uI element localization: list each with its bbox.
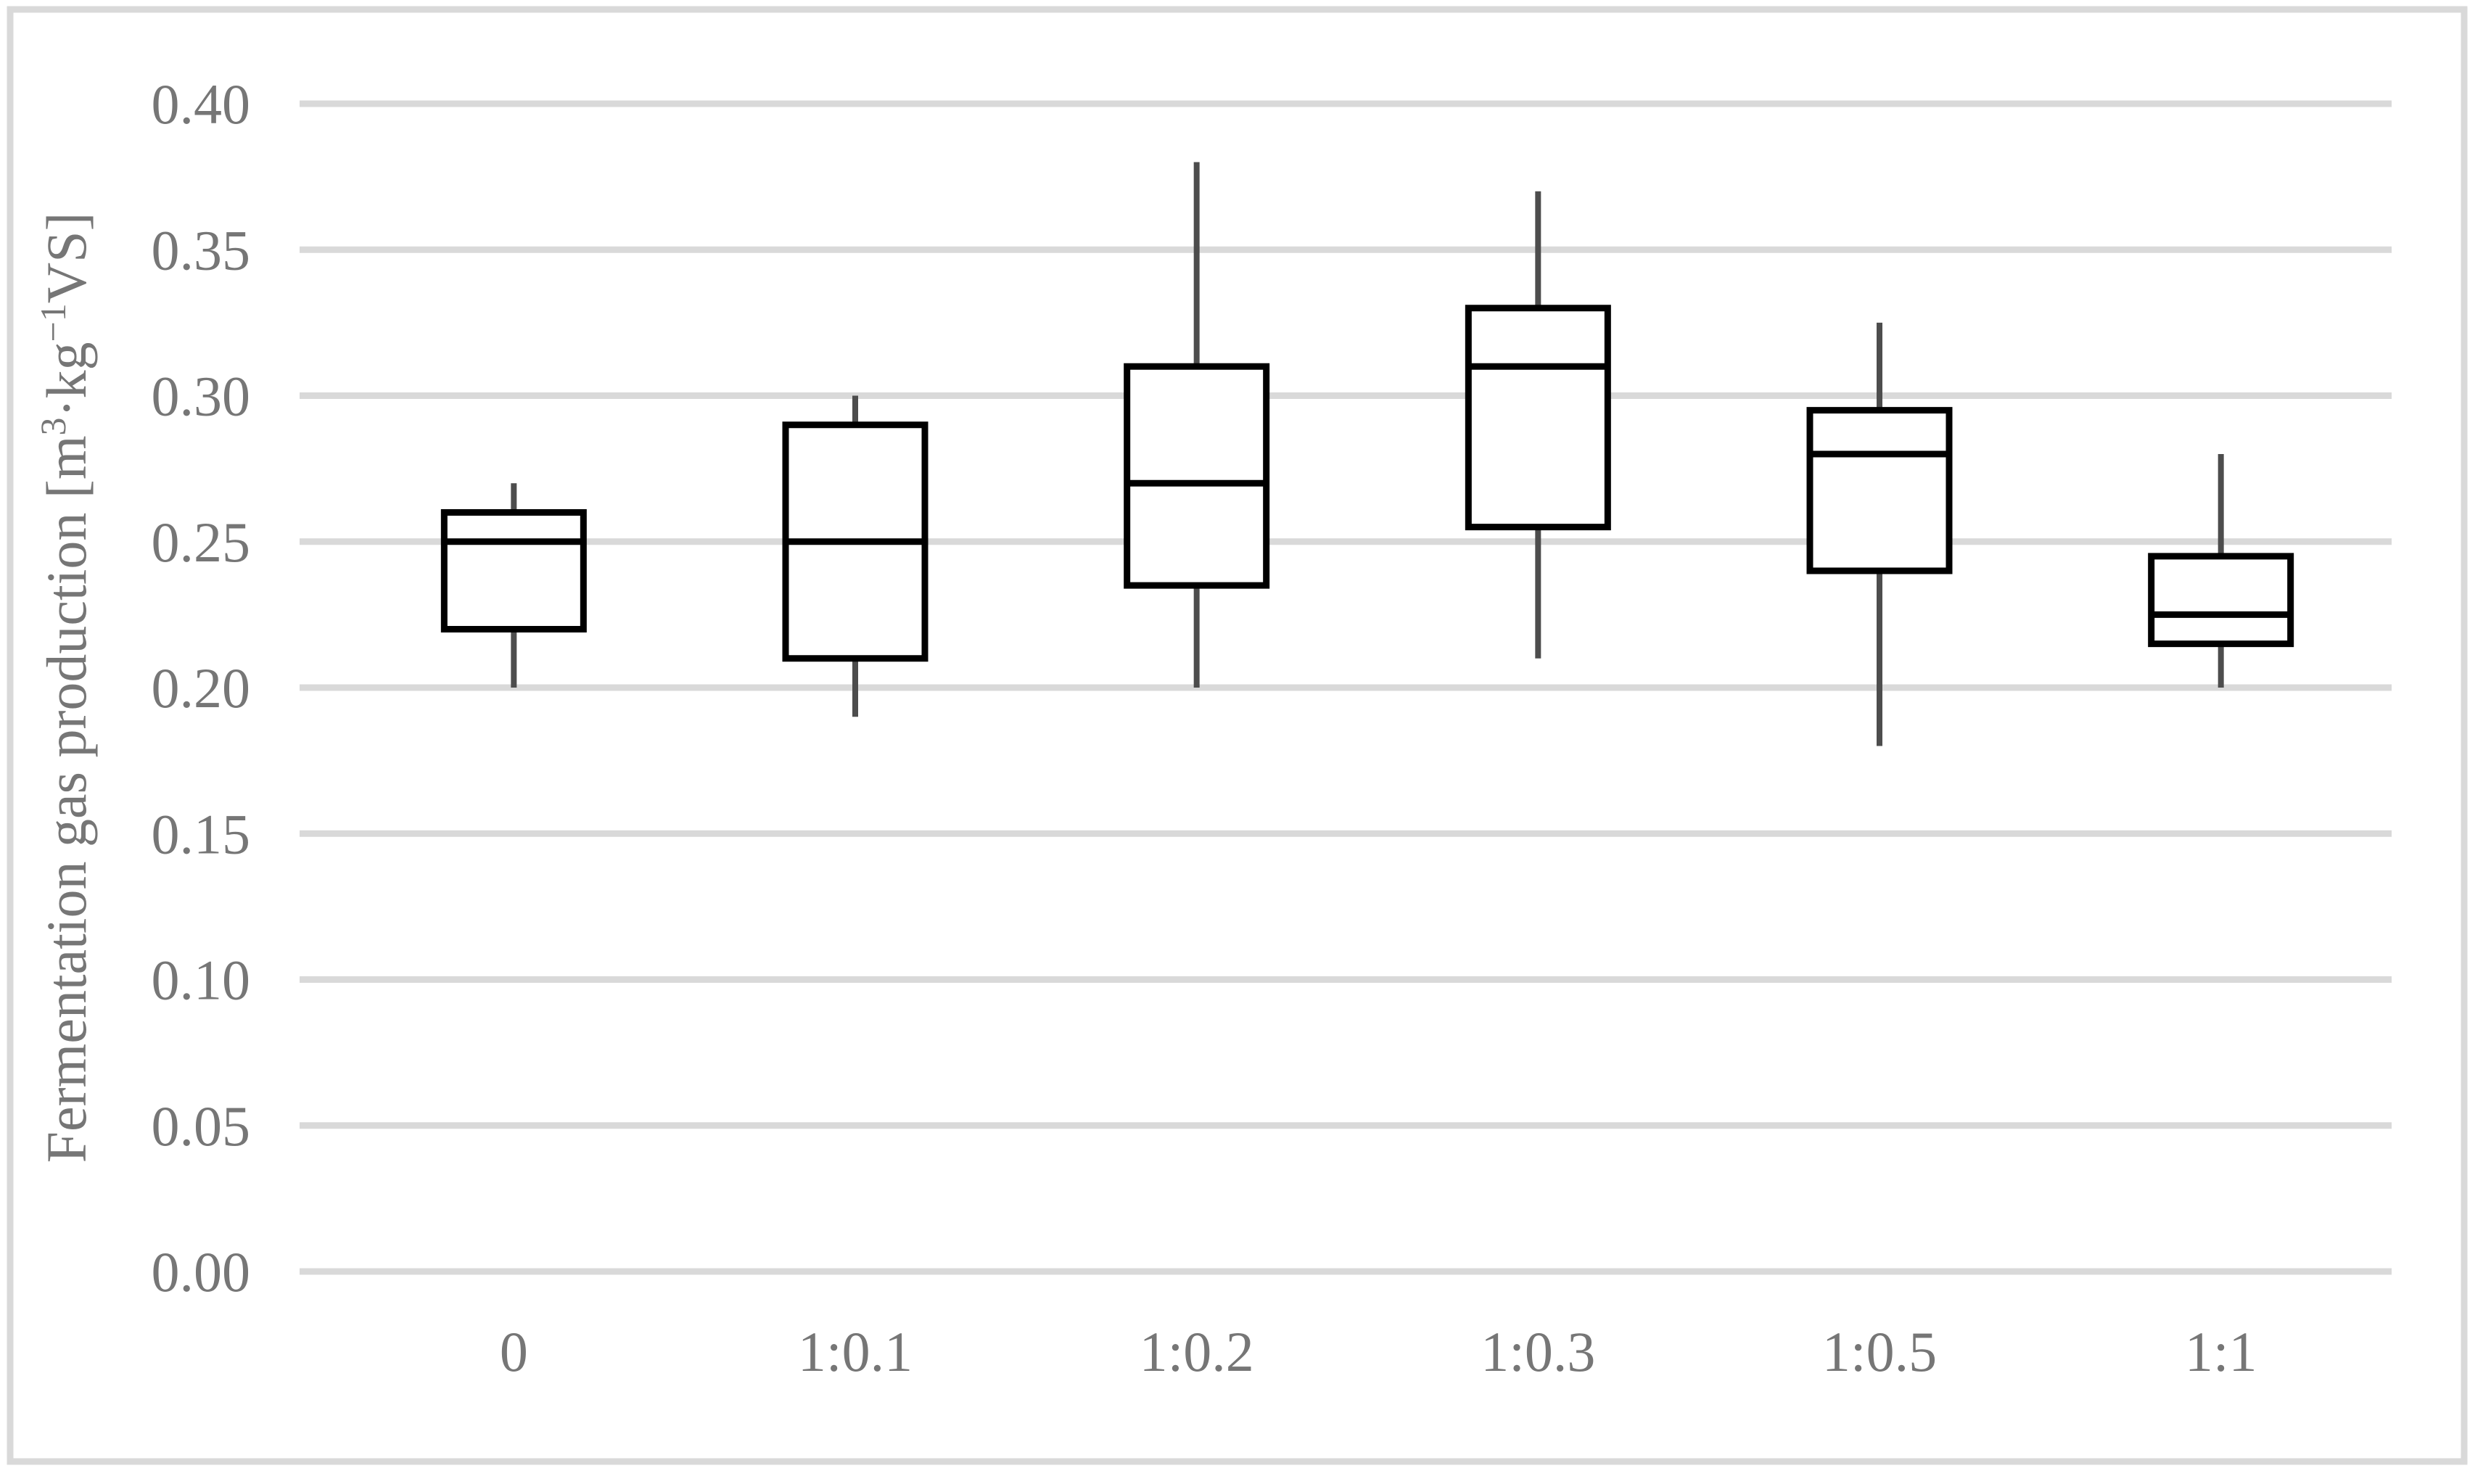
box-rect [1124, 363, 1270, 589]
y-axis-title: Fermentation gas production [m3·kg−1VS] [33, 213, 98, 1163]
y-tick-label-0.15: 0.15 [152, 802, 251, 865]
box-plot-1:0.3 [1465, 191, 1611, 659]
y-tick-label-0.30: 0.30 [152, 365, 251, 428]
y-tick-label-0.40: 0.40 [152, 73, 251, 136]
box-rect [1465, 305, 1611, 531]
box-plot-1:0.5 [1806, 322, 1953, 746]
x-axis-label-1:0.1: 1:0.1 [798, 1320, 913, 1383]
y-tick-label-0.10: 0.10 [152, 949, 251, 1012]
box-plot-1:0.1 [782, 395, 929, 717]
x-axis-label-1:0.2: 1:0.2 [1140, 1320, 1254, 1383]
y-tick-label-0.25: 0.25 [152, 511, 251, 574]
box-plot-0 [440, 483, 587, 688]
y-tick-label-0.35: 0.35 [152, 218, 251, 281]
x-axis-label-1:1: 1:1 [2185, 1320, 2257, 1383]
box-rect [2148, 553, 2294, 648]
box-rect [440, 509, 587, 632]
box-rect [1806, 407, 1953, 574]
x-axis-label-1:0.5: 1:0.5 [1822, 1320, 1937, 1383]
figure-border [7, 6, 2468, 1465]
y-tick-label-0.05: 0.05 [152, 1095, 251, 1158]
x-axis-label-0: 0 [500, 1320, 528, 1383]
box-plot-1:1 [2148, 454, 2294, 688]
x-axis-label-1:0.3: 1:0.3 [1481, 1320, 1595, 1383]
y-tick-label-0.00: 0.00 [152, 1240, 251, 1303]
y-tick-label-0.20: 0.20 [152, 656, 251, 720]
box-plot-1:0.2 [1124, 162, 1270, 688]
